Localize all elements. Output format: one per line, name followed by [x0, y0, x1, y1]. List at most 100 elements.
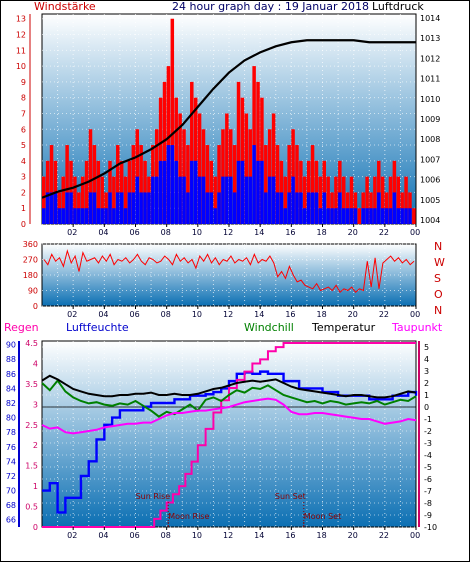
sun-set-label: Sun Set: [275, 492, 306, 501]
average-bar: [295, 192, 299, 224]
wind-axis-title: Windstärke: [34, 0, 96, 13]
wind-pressure-panel: 0123456789101112131004100510061007100810…: [16, 13, 440, 237]
x-tick-label: 06: [130, 228, 140, 237]
x-tick-label: 16: [285, 310, 295, 319]
direction-line: [43, 249, 415, 294]
x-tick-label: 16: [285, 228, 295, 237]
pressure-tick-label: 1006: [420, 176, 440, 185]
average-bar: [158, 160, 163, 224]
sun-rise-label: Sun Rise: [136, 492, 171, 501]
temperature-tick-label: -7: [424, 487, 432, 496]
temperature-tick-label: -6: [424, 475, 432, 484]
x-tick-label: 10: [192, 531, 202, 540]
x-tick-label: 02: [67, 228, 77, 237]
average-bar: [201, 176, 206, 224]
rain-tick-label: 1.5: [25, 462, 38, 471]
gust-bar: [73, 176, 77, 224]
temperature-tick-label: 1: [424, 391, 429, 400]
x-tick-label: 18: [317, 310, 327, 319]
rain-tick-label: 3.5: [25, 380, 38, 389]
average-bar: [260, 160, 264, 224]
gust-bar: [197, 113, 202, 224]
gust-bar: [88, 129, 93, 224]
pressure-tick-label: 1007: [420, 155, 440, 164]
pressure-tick-label: 1008: [420, 135, 440, 144]
x-tick-label: 20: [348, 531, 358, 540]
x-tick-label: 12: [223, 228, 233, 237]
direction-tick-label: 0: [33, 302, 38, 311]
average-bar: [154, 176, 159, 224]
wind-tick-label: 4: [21, 157, 26, 166]
gust-bar: [205, 145, 210, 224]
average-bar: [388, 208, 393, 224]
direction-tick-label: 360: [23, 240, 38, 249]
average-bar: [57, 208, 62, 224]
average-bar: [131, 192, 136, 224]
gust-bar: [186, 145, 190, 224]
temperature-tick-label: -8: [424, 499, 432, 508]
average-bar: [306, 192, 311, 224]
average-bar: [326, 208, 330, 224]
x-tick-label: 02: [67, 310, 77, 319]
pressure-tick-label: 1009: [420, 115, 440, 124]
gust-bar: [236, 81, 241, 224]
x-tick-label: 00: [410, 228, 420, 237]
gust-bar: [178, 113, 182, 224]
rain-tick-label: 4.5: [25, 339, 38, 348]
gust-bar: [264, 145, 268, 224]
gust-bar: [162, 81, 167, 224]
average-bar: [162, 160, 167, 224]
average-bar: [271, 176, 276, 224]
wind-tick-label: 8: [21, 94, 26, 103]
average-bar: [349, 208, 354, 224]
gust-bar: [225, 113, 229, 224]
average-bar: [373, 208, 377, 224]
average-bar: [400, 208, 404, 224]
average-bar: [256, 160, 260, 224]
temperature-tick-label: -10: [424, 523, 437, 532]
average-bar: [174, 160, 178, 224]
temperature-axis-title: Temperatur: [311, 321, 376, 334]
average-bar: [119, 192, 124, 224]
x-tick-label: 12: [223, 531, 233, 540]
wind-tick-label: 13: [16, 15, 26, 24]
average-bar: [147, 192, 151, 224]
average-bar: [65, 192, 69, 224]
average-bar: [334, 208, 338, 224]
gust-bar: [213, 176, 217, 224]
dewpoint-line: [41, 397, 417, 435]
gust-bar: [326, 176, 330, 224]
humidity-tick-label: 76: [6, 443, 16, 452]
rain-tick-label: 2: [33, 441, 38, 450]
x-tick-label: 04: [98, 310, 108, 319]
humidity-tick-label: 66: [6, 516, 16, 525]
gust-bar: [303, 176, 307, 224]
temperature-tick-label: 2: [424, 379, 429, 388]
average-bar: [232, 192, 237, 224]
gust-bar: [139, 145, 143, 224]
average-bar: [361, 208, 365, 224]
x-tick-label: 14: [254, 228, 264, 237]
x-tick-label: 04: [98, 228, 108, 237]
average-bar: [45, 192, 50, 224]
x-tick-label: 12: [223, 310, 233, 319]
wind-tick-label: 2: [21, 188, 26, 197]
moon-set-label: Moon Set: [304, 512, 341, 521]
gust-bar: [80, 176, 85, 224]
gust-bar: [275, 145, 280, 224]
average-bar: [217, 192, 221, 224]
x-tick-label: 02: [67, 531, 77, 540]
humidity-tick-label: 84: [6, 384, 16, 393]
average-bar: [96, 208, 101, 224]
chart-title: 24 hour graph day : 19 Januar 2018: [172, 0, 369, 13]
average-bar: [166, 145, 171, 224]
humidity-tick-label: 72: [6, 472, 16, 481]
temperature-tick-label: 4: [424, 355, 429, 364]
compass-label: N: [434, 240, 442, 253]
average-bar: [190, 160, 194, 224]
temperature-tick-label: -1: [424, 415, 432, 424]
pressure-tick-label: 1005: [420, 196, 440, 205]
average-bar: [291, 176, 295, 224]
average-bar: [408, 208, 412, 224]
